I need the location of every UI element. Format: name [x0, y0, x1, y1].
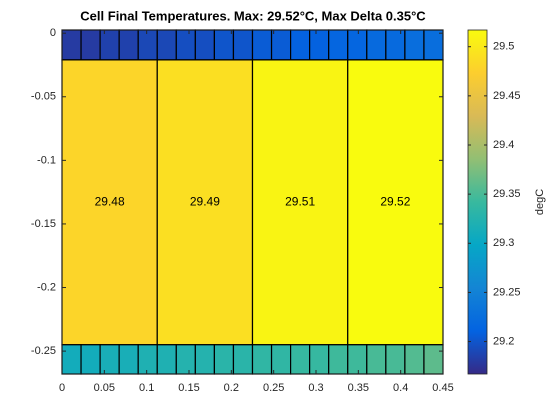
colorbar-tick-label: 29.5	[493, 41, 514, 53]
cell	[194, 29, 216, 61]
y-tick-label: -0.1	[37, 154, 56, 166]
cell	[194, 344, 216, 375]
cell	[175, 344, 196, 375]
cell	[347, 344, 368, 375]
cell-label: 29.49	[190, 194, 220, 208]
cell-label: 29.48	[95, 194, 125, 208]
cell	[423, 344, 444, 375]
colorbar-tick-label: 29.25	[493, 286, 521, 298]
cell	[251, 344, 273, 375]
cell	[232, 29, 254, 61]
cell	[404, 29, 425, 61]
cell	[61, 29, 82, 61]
cell	[270, 344, 292, 375]
colorbar-tick-label: 29.45	[493, 90, 521, 102]
cell	[290, 344, 311, 375]
cell	[290, 29, 311, 61]
x-tick-label: 0.4	[393, 382, 408, 394]
cell	[213, 29, 235, 61]
colorbar-tick-label: 29.35	[493, 188, 521, 200]
y-tick-label: -0.2	[37, 281, 56, 293]
cell	[347, 59, 444, 346]
x-tick-label: 0.2	[224, 382, 239, 394]
x-tick-label: 0.1	[139, 382, 154, 394]
cell	[118, 344, 139, 375]
axes-box	[61, 29, 444, 375]
chart-title: Cell Final Temperatures. Max: 29.52°C, M…	[80, 8, 426, 23]
cell	[61, 59, 158, 346]
cell	[213, 344, 235, 375]
x-tick-label: 0	[59, 382, 65, 394]
cell	[80, 29, 101, 61]
cell	[251, 29, 273, 61]
cell	[137, 29, 158, 61]
x-tick-label: 0.15	[178, 382, 199, 394]
cell	[80, 344, 101, 375]
cell	[423, 29, 444, 61]
colorbar-tick-label: 29.4	[493, 139, 514, 151]
cell	[156, 29, 177, 61]
cell	[232, 344, 254, 375]
y-tick-label: -0.05	[31, 91, 56, 103]
cell	[251, 59, 349, 346]
x-tick-label: 0.25	[263, 382, 284, 394]
x-tick-label: 0.05	[94, 382, 115, 394]
colorbar-label: degC	[534, 189, 546, 215]
cell-label: 29.52	[380, 194, 410, 208]
y-tick-label: -0.15	[31, 218, 56, 230]
cell	[328, 344, 349, 375]
y-tick-label: -0.25	[31, 345, 56, 357]
cell-label: 29.51	[285, 194, 315, 208]
cell	[366, 344, 387, 375]
cell	[328, 29, 349, 61]
x-tick-label: 0.3	[308, 382, 323, 394]
cell	[156, 59, 254, 346]
x-tick-label: 0.35	[348, 382, 369, 394]
cell	[175, 29, 196, 61]
x-tick-label: 0.45	[432, 382, 453, 394]
cell	[404, 344, 425, 375]
cell	[137, 344, 158, 375]
cell	[156, 344, 177, 375]
cell	[347, 29, 368, 61]
colorbar-tick-label: 29.3	[493, 237, 514, 249]
colorbar-tick-label: 29.2	[493, 335, 514, 347]
cell	[366, 29, 387, 61]
cell	[385, 344, 406, 375]
cell	[99, 344, 120, 375]
y-tick-label: 0	[50, 27, 56, 39]
cell	[309, 344, 330, 375]
cell	[309, 29, 330, 61]
cell	[385, 29, 406, 61]
cell	[270, 29, 292, 61]
cell	[118, 29, 139, 61]
cell	[99, 29, 120, 61]
colorbar	[467, 29, 488, 375]
cell	[61, 344, 82, 375]
